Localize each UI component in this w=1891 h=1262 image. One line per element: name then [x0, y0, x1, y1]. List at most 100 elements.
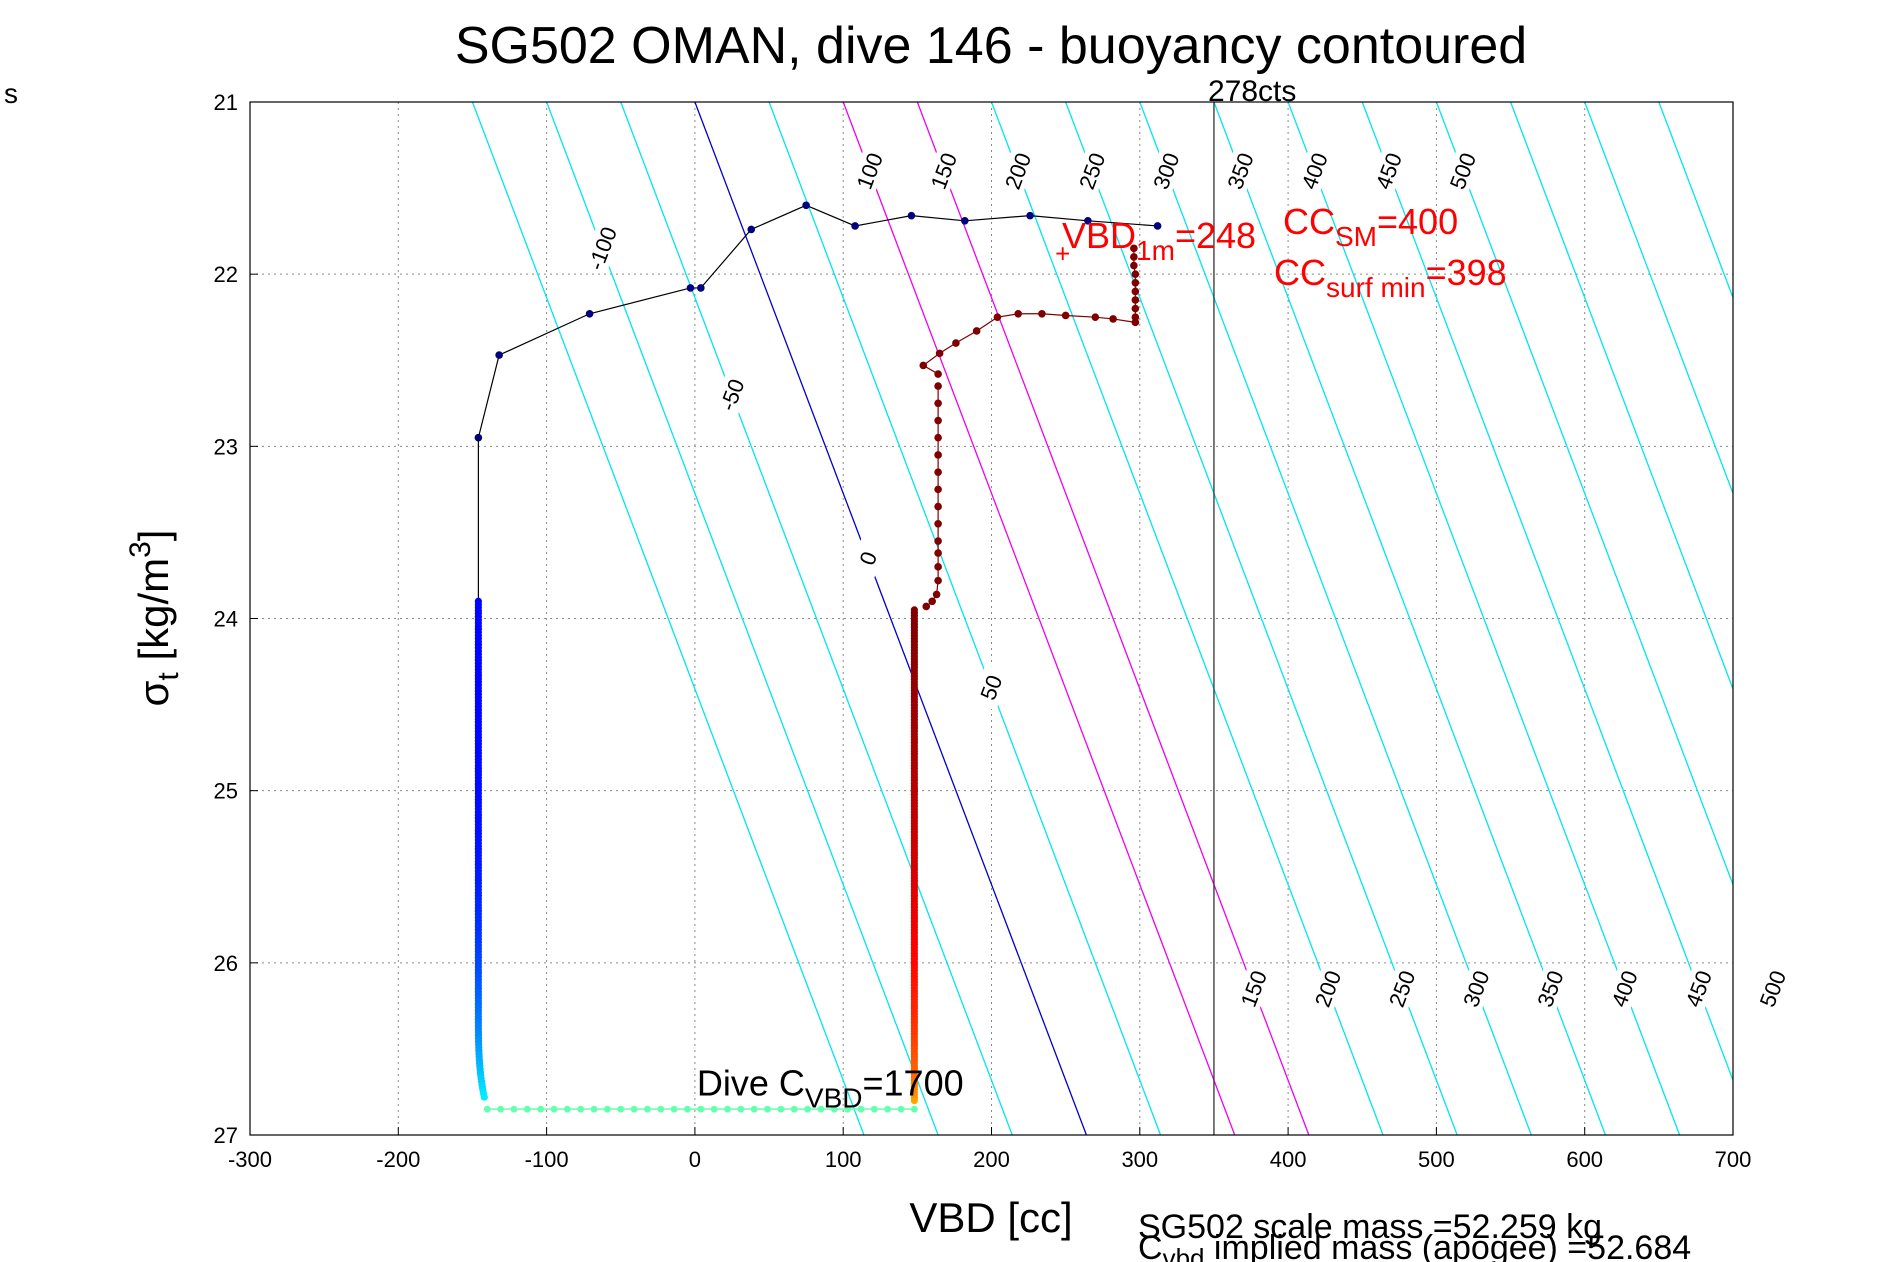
x-tick-label: -100	[525, 1147, 569, 1172]
data-point	[851, 222, 859, 230]
contour-line	[545, 102, 939, 1135]
contour-line	[1213, 102, 1607, 1135]
data-point	[802, 201, 810, 210]
data-point	[480, 1093, 488, 1101]
contour-label-bg	[1308, 965, 1347, 1012]
data-point	[1038, 309, 1046, 318]
contour-line	[768, 102, 1162, 1135]
data-point	[934, 451, 942, 459]
data-point	[697, 284, 705, 292]
contour-line	[990, 102, 1384, 1135]
contour-label-bg	[1753, 965, 1792, 1012]
x-tick-label: 300	[1121, 1147, 1158, 1172]
contour-line	[1807, 102, 1891, 1135]
contour-label-bg	[850, 147, 889, 195]
contour-label-bg	[1679, 965, 1718, 1012]
contour-label-bg	[582, 225, 622, 272]
contour-label-bg	[1146, 147, 1186, 195]
buoyancy-contours	[471, 102, 1891, 1135]
contour-label-bg	[1443, 147, 1482, 195]
data-point	[993, 313, 1002, 322]
data-point	[934, 576, 942, 585]
contour-label-bg	[848, 534, 888, 582]
data-point	[928, 597, 936, 606]
data-point	[934, 416, 942, 425]
data-point	[1130, 253, 1138, 261]
vbd-1m-marker: +	[1055, 239, 1070, 269]
contour-label-bg	[1220, 147, 1260, 195]
data-point	[972, 327, 981, 335]
chart-title: SG502 OMAN, dive 146 - buoyancy contoure…	[455, 17, 1527, 75]
data-point	[935, 349, 944, 358]
contour-label-bg	[1604, 965, 1644, 1012]
data-point	[1014, 309, 1022, 318]
contour-label-bg	[924, 147, 963, 195]
y-tick-label: 27	[214, 1123, 238, 1148]
x-tick-label: 200	[973, 1147, 1010, 1172]
data-point	[934, 549, 942, 557]
vbd-1m-annotation: VBD1m=248	[1062, 215, 1256, 266]
contour-label-bg	[1369, 147, 1408, 195]
y-axis-ticks: 21 22 23 24 25 26 27	[214, 90, 258, 1148]
implied-mass-text: Cvbd implied mass (apogee) =52.684	[1138, 1229, 1691, 1262]
dive-cvbd-annotation: Dive CVBD=1700	[697, 1062, 964, 1113]
data-point	[934, 502, 942, 511]
y-tick-label: 23	[214, 434, 238, 459]
data-point	[907, 211, 916, 220]
x-axis-ticks: -300 -200 -100 0 100 200 300 400 500 600 700	[228, 1127, 1751, 1172]
data-point	[1131, 304, 1140, 313]
data-point	[1131, 278, 1140, 287]
contour-label-bg	[1530, 965, 1570, 1012]
contour-line	[1658, 102, 1733, 300]
data-point	[934, 520, 942, 528]
contour-line	[916, 102, 1310, 1135]
data-point	[1131, 318, 1140, 327]
data-point	[1130, 244, 1138, 253]
contour-line	[620, 102, 1013, 1135]
data-point	[934, 370, 942, 378]
data-point	[934, 563, 942, 571]
contour-line	[471, 102, 865, 1135]
data-point	[922, 602, 931, 611]
contour-line	[1732, 102, 1733, 104]
x-tick-label: 400	[1270, 1147, 1307, 1172]
data-point	[1026, 211, 1034, 220]
data-point	[961, 216, 969, 225]
data-point	[1130, 261, 1138, 270]
data-point	[919, 361, 928, 370]
contour-label-bg	[1072, 147, 1111, 195]
x-tick-label: 600	[1566, 1147, 1603, 1172]
contour-label-bg	[712, 371, 751, 418]
contour-line	[1584, 102, 1733, 496]
y-tick-label: 21	[214, 90, 238, 115]
data-point	[934, 399, 942, 408]
y-tick-label: 24	[214, 607, 238, 632]
data-point	[585, 309, 594, 318]
x-tick-label: 500	[1418, 1147, 1455, 1172]
data-point	[1084, 216, 1092, 225]
data-point	[686, 284, 695, 292]
x-tick-label: -200	[376, 1147, 420, 1172]
contour-label-bg	[998, 147, 1037, 195]
x-tick-label: 100	[825, 1147, 862, 1172]
y-tick-label: 22	[214, 262, 238, 287]
data-point	[934, 537, 942, 545]
data-point	[952, 339, 960, 347]
contour-line	[1881, 102, 1891, 1135]
x-axis-label: VBD [cc]	[909, 1194, 1072, 1241]
data-point	[932, 590, 941, 599]
contour-line	[1361, 102, 1733, 1083]
data-point	[747, 225, 756, 234]
data-point	[1131, 270, 1140, 278]
contour-label-bg	[1234, 965, 1273, 1012]
data-point	[1091, 313, 1100, 322]
data-point	[495, 351, 503, 359]
data-point	[934, 433, 942, 442]
contour-label-bg	[1382, 965, 1421, 1012]
data-point	[934, 382, 942, 390]
data-point	[1131, 296, 1140, 304]
contour-label-bg	[1294, 147, 1334, 195]
data-point	[1131, 287, 1140, 296]
cc-sm-annotation: CCSM=400	[1283, 201, 1458, 252]
